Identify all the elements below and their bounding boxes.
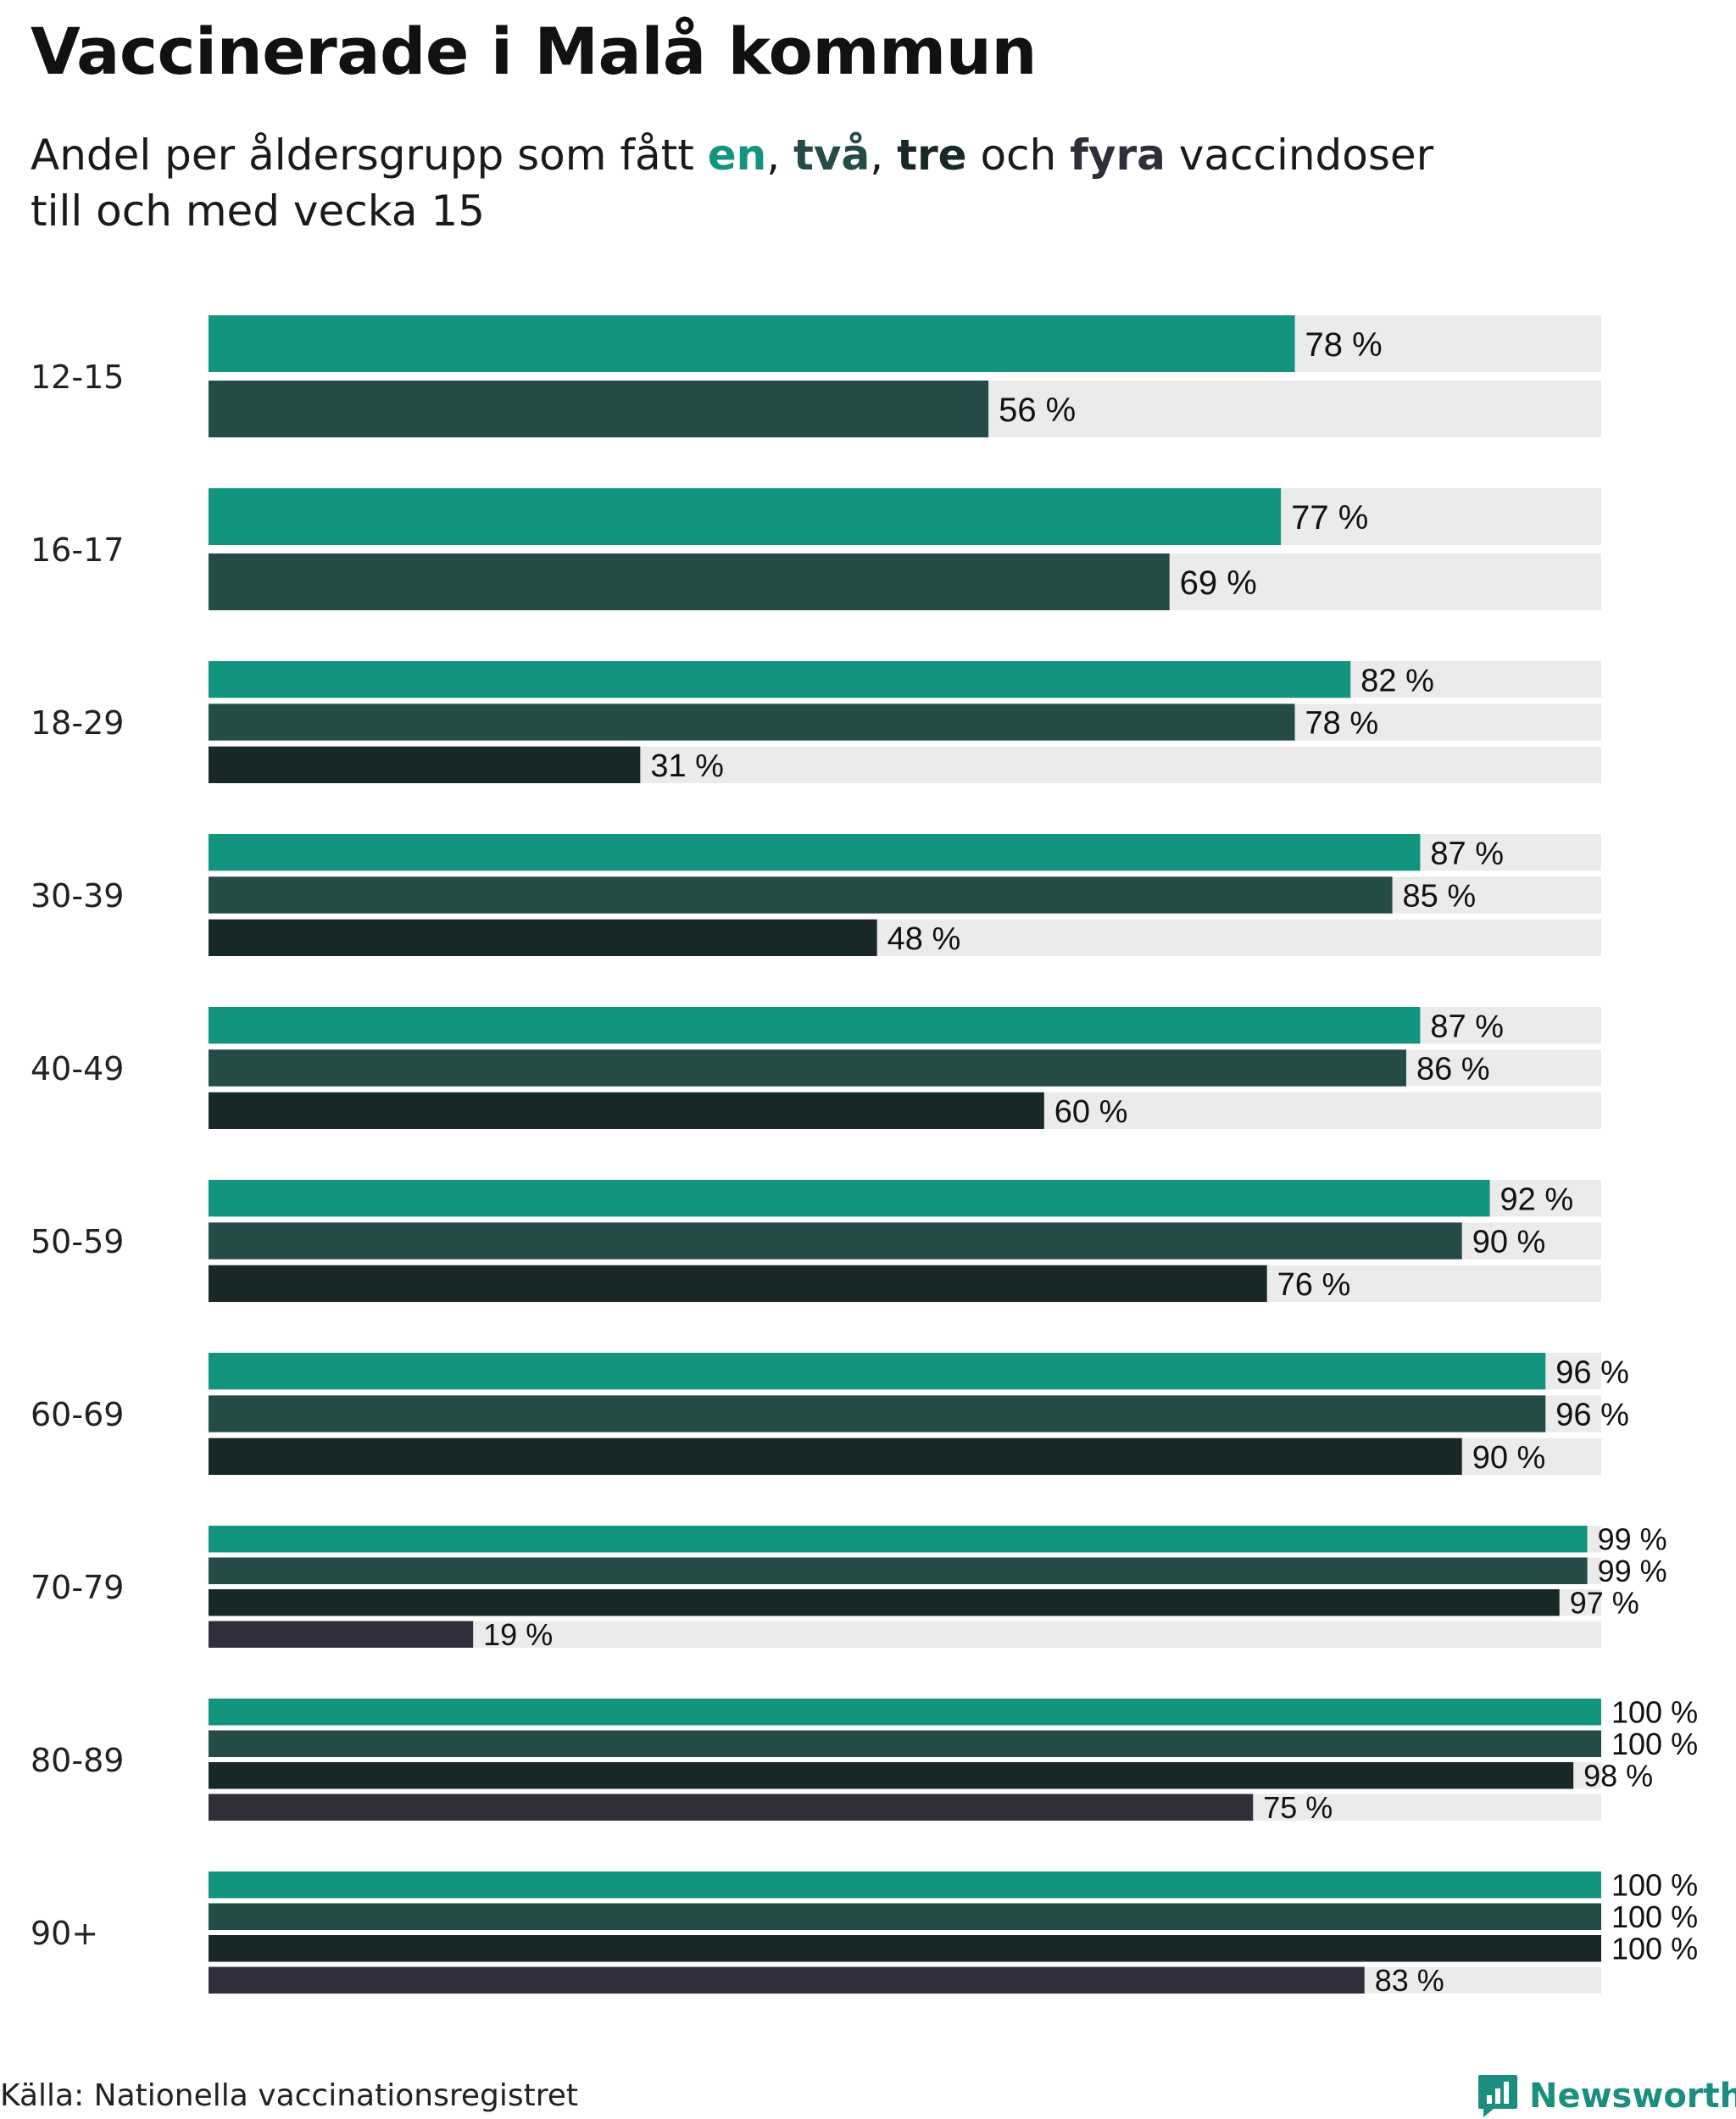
category-label-16-17: 16-17 [31, 531, 124, 569]
value-label-90+-en: 100 % [1611, 1868, 1698, 1903]
bar-60-69-tre [209, 1438, 1462, 1475]
value-label-80-89-tre: 98 % [1583, 1759, 1653, 1794]
value-label-60-69-tre: 90 % [1472, 1440, 1546, 1476]
bar-90+-en [209, 1872, 1601, 1899]
value-label-70-79-fyra: 19 % [483, 1617, 553, 1652]
value-label-50-59-tre: 76 % [1277, 1267, 1351, 1303]
category-label-60-69: 60-69 [31, 1396, 124, 1433]
value-label-16-17-en: 77 % [1291, 499, 1368, 537]
bar-60-69-en [209, 1353, 1546, 1390]
bar-70-79-tre [209, 1589, 1560, 1616]
bar-70-79-tva [209, 1557, 1588, 1584]
bar-30-39-tre [209, 919, 877, 956]
legend-dose4: fyra [1070, 131, 1166, 180]
value-label-70-79-tre: 97 % [1570, 1586, 1639, 1621]
category-label-18-29: 18-29 [31, 704, 124, 742]
bar-80-89-en [209, 1699, 1601, 1726]
bar-12-15-tva [209, 381, 989, 437]
bar-70-79-en [209, 1526, 1588, 1553]
bar-70-79-fyra [209, 1621, 474, 1648]
brand-logo: Newsworthy [1477, 2073, 1736, 2119]
subtitle-sep1: , [766, 131, 794, 180]
bar-12-15-en [209, 315, 1295, 372]
bar-30-39-en [209, 834, 1421, 871]
value-label-40-49-en: 87 % [1430, 1009, 1504, 1044]
value-label-80-89-tva: 100 % [1611, 1727, 1698, 1761]
value-label-40-49-tre: 60 % [1054, 1094, 1128, 1130]
bar-18-29-tva [209, 704, 1295, 741]
bar-90+-tva [209, 1903, 1601, 1930]
value-label-30-39-tre: 48 % [887, 921, 961, 957]
source-note: Källa: Nationella vaccinationsregistret [0, 2078, 578, 2113]
bar-30-39-tva [209, 876, 1393, 914]
chart-title: Vaccinerade i Malå kommun [31, 14, 1037, 89]
legend-dose3: tre [897, 131, 967, 180]
legend-dose1: en [707, 131, 767, 180]
value-label-90+-fyra: 83 % [1375, 1963, 1444, 1998]
value-label-40-49-tva: 86 % [1416, 1052, 1490, 1087]
chart-subtitle: Andel per åldersgrupp som fått en, två, … [31, 127, 1641, 239]
subtitle-suffix: vaccindoser [1165, 131, 1434, 180]
value-label-16-17-tva: 69 % [1180, 565, 1257, 602]
bar-chart: 12-15 78 % 56 % 16-17 77 % 69 % 18-29 82 % 78 % 3… [31, 315, 1698, 1998]
bar-18-29-tre [209, 746, 641, 783]
bar-16-17-en [209, 488, 1282, 545]
value-label-80-89-en: 100 % [1611, 1695, 1698, 1730]
value-label-70-79-tva: 99 % [1598, 1554, 1667, 1588]
bar-16-17-tva [209, 553, 1170, 610]
value-label-12-15-en: 78 % [1305, 326, 1383, 364]
bar-80-89-fyra [209, 1794, 1254, 1821]
value-label-30-39-en: 87 % [1430, 836, 1504, 871]
bar-18-29-en [209, 661, 1351, 698]
bar-80-89-tre [209, 1762, 1574, 1789]
brand-name: Newsworthy [1529, 2077, 1736, 2116]
category-label-12-15: 12-15 [31, 359, 124, 396]
value-label-60-69-en: 96 % [1555, 1354, 1629, 1390]
value-label-60-69-tva: 96 % [1555, 1398, 1629, 1433]
subtitle-sep2: , [870, 131, 898, 180]
value-label-18-29-en: 82 % [1360, 663, 1434, 698]
value-label-50-59-en: 92 % [1500, 1182, 1574, 1217]
bar-90+-tre [209, 1935, 1601, 1962]
category-label-30-39: 30-39 [31, 877, 124, 915]
value-label-30-39-tva: 85 % [1403, 879, 1477, 915]
legend-dose2: två [793, 131, 871, 180]
value-label-12-15-tva: 56 % [999, 392, 1076, 429]
value-label-70-79-en: 99 % [1598, 1522, 1667, 1557]
category-label-40-49: 40-49 [31, 1050, 124, 1087]
bar-50-59-tre [209, 1265, 1267, 1302]
bar-40-49-en [209, 1007, 1421, 1044]
value-label-80-89-fyra: 75 % [1263, 1790, 1333, 1825]
bar-80-89-tva [209, 1730, 1601, 1757]
value-label-18-29-tva: 78 % [1305, 706, 1379, 742]
bar-50-59-en [209, 1180, 1490, 1217]
subtitle-sep3: och [966, 131, 1071, 180]
newsworthy-logo-icon [1478, 2075, 1517, 2117]
bar-50-59-tva [209, 1222, 1462, 1260]
category-label-70-79: 70-79 [31, 1569, 124, 1606]
subtitle-line2: till och med vecka 15 [31, 186, 486, 236]
category-label-80-89: 80-89 [31, 1742, 124, 1779]
category-label-90+: 90+ [31, 1915, 98, 1952]
category-label-50-59: 50-59 [31, 1223, 124, 1260]
value-label-18-29-tre: 31 % [650, 748, 724, 784]
bar-40-49-tre [209, 1092, 1044, 1129]
value-label-90+-tre: 100 % [1611, 1932, 1698, 1966]
value-label-50-59-tva: 90 % [1472, 1225, 1546, 1260]
bar-40-49-tva [209, 1049, 1406, 1087]
subtitle-prefix: Andel per åldersgrupp som fått [31, 131, 708, 180]
bar-90+-fyra [209, 1966, 1365, 1994]
bar-60-69-tva [209, 1395, 1546, 1432]
value-label-90+-tva: 100 % [1611, 1899, 1698, 1934]
